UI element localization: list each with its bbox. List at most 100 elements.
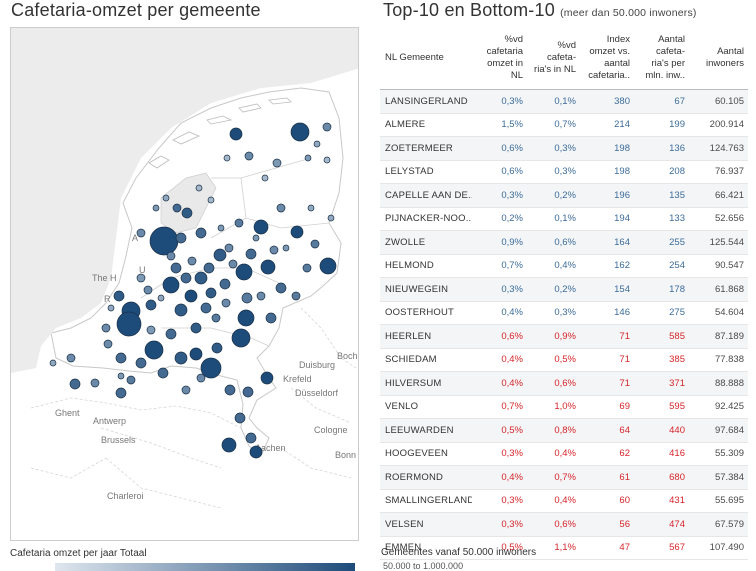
cafetaria-map[interactable]: The H R Antwerp Ghent Brussels Charleroi Duisb…	[10, 27, 359, 541]
gemeente-bubble[interactable]	[272, 158, 282, 168]
gemeente-bubble[interactable]	[245, 248, 257, 260]
gemeente-bubble[interactable]	[194, 271, 208, 285]
table-row[interactable]: LELYSTAD 0,6% 0,3% 198 208 76.937	[380, 160, 748, 184]
col-header-inwoners[interactable]: Aantal inwoners	[689, 27, 748, 90]
gemeente-bubble[interactable]	[241, 292, 253, 304]
table-row[interactable]: VENLO 0,7% 1,0% 69 595 92.425	[380, 395, 748, 419]
gemeente-bubble[interactable]	[189, 347, 203, 361]
gemeente-bubble[interactable]	[190, 322, 202, 334]
gemeente-bubble[interactable]	[228, 259, 238, 269]
gemeente-bubble[interactable]	[265, 312, 277, 324]
table-row[interactable]: ZWOLLE 0,9% 0,6% 164 255 125.544	[380, 230, 748, 255]
gemeente-bubble[interactable]	[115, 387, 127, 399]
gemeente-bubble[interactable]	[282, 244, 290, 252]
gemeente-bubble[interactable]	[290, 122, 310, 142]
gemeente-bubble[interactable]	[322, 122, 332, 132]
gemeente-bubble[interactable]	[231, 328, 251, 348]
gemeente-bubble[interactable]	[144, 340, 164, 360]
gemeente-bubble[interactable]	[115, 352, 127, 364]
gemeente-bubble[interactable]	[245, 432, 257, 444]
gemeente-bubble[interactable]	[145, 299, 157, 311]
gemeente-bubble[interactable]	[165, 328, 177, 340]
col-header-index[interactable]: Index omzet vs. aantal cafetaria..	[580, 27, 634, 90]
gemeente-bubble[interactable]	[249, 445, 263, 459]
table-row[interactable]: CAPELLE AAN DE.. 0,3% 0,2% 196 135 66.421	[380, 183, 748, 208]
table-row[interactable]: LANSINGERLAND 0,3% 0,1% 380 67 60.105	[380, 89, 748, 114]
gemeente-bubble[interactable]	[269, 245, 279, 255]
table-row[interactable]: EMMEN 0,5% 1,1% 47 567 107.490	[380, 536, 748, 560]
gemeente-bubble[interactable]	[217, 224, 225, 232]
gemeente-bubble[interactable]	[196, 373, 206, 383]
gemeente-bubble[interactable]	[152, 204, 160, 212]
table-row[interactable]: SCHIEDAM 0,4% 0,5% 71 385 77.838	[380, 348, 748, 372]
gemeente-bubble[interactable]	[117, 372, 125, 380]
gemeente-bubble[interactable]	[103, 339, 113, 349]
table-row[interactable]: ZOETERMEER 0,6% 0,3% 198 136 124.763	[380, 136, 748, 161]
gemeente-bubble[interactable]	[223, 154, 231, 162]
gemeente-bubble[interactable]	[157, 294, 165, 302]
gemeente-bubble[interactable]	[149, 226, 179, 256]
gemeente-bubble[interactable]	[207, 196, 215, 204]
gemeente-bubble[interactable]	[213, 248, 227, 262]
table-row[interactable]: ALMERE 1,5% 0,7% 214 199 200.914	[380, 113, 748, 137]
table-row[interactable]: HILVERSUM 0,4% 0,6% 71 371 88.888	[380, 371, 748, 396]
gemeente-bubble[interactable]	[323, 156, 331, 164]
gemeente-bubble[interactable]	[180, 272, 192, 284]
gemeente-bubble[interactable]	[203, 262, 215, 274]
gemeente-bubble[interactable]	[200, 302, 212, 314]
gemeente-bubble[interactable]	[253, 219, 269, 235]
gemeente-bubble[interactable]	[195, 227, 207, 239]
gemeente-bubble[interactable]	[211, 342, 223, 354]
gemeente-bubble[interactable]	[195, 184, 203, 192]
gemeente-bubble[interactable]	[310, 239, 320, 249]
gemeente-bubble[interactable]	[307, 204, 315, 212]
gemeente-bubble[interactable]	[157, 367, 169, 379]
gemeente-bubble[interactable]	[261, 174, 269, 182]
gemeente-bubble[interactable]	[135, 357, 147, 369]
gemeente-bubble[interactable]	[237, 309, 255, 327]
gemeente-bubble[interactable]	[290, 225, 304, 239]
table-row[interactable]: NIEUWEGEIN 0,3% 0,2% 154 178 61.868	[380, 277, 748, 302]
gemeente-bubble[interactable]	[116, 311, 142, 337]
gemeente-bubble[interactable]	[205, 287, 217, 299]
gemeente-bubble[interactable]	[244, 151, 254, 161]
gemeente-bubble[interactable]	[181, 207, 193, 219]
gemeente-bubble[interactable]	[313, 140, 321, 148]
col-header-gemeente[interactable]: NL Gemeente	[385, 52, 444, 63]
gemeente-bubble[interactable]	[211, 313, 221, 323]
gemeente-bubble[interactable]	[302, 263, 312, 273]
gemeente-bubble[interactable]	[234, 412, 246, 424]
gemeente-bubble[interactable]	[172, 203, 182, 213]
gemeente-bubble[interactable]	[107, 304, 115, 312]
col-header-cafetarias[interactable]: %vd cafeta-ria's in NL	[527, 27, 580, 90]
col-header-omzet[interactable]: %vd cafetaria omzet in NL	[472, 27, 527, 90]
gemeente-bubble[interactable]	[49, 359, 57, 367]
col-header-per-mln[interactable]: Aantal cafeta-ria's per mln. inw..	[634, 27, 689, 90]
gemeente-bubble[interactable]	[69, 378, 81, 390]
gemeente-bubble[interactable]	[175, 232, 187, 244]
gemeente-bubble[interactable]	[221, 437, 237, 453]
gemeente-bubble[interactable]	[242, 386, 254, 398]
gemeente-bubble[interactable]	[235, 263, 253, 281]
gemeente-bubble[interactable]	[101, 323, 111, 333]
table-row[interactable]: HEERLEN 0,6% 0,9% 71 585 87.189	[380, 324, 748, 349]
gemeente-bubble[interactable]	[234, 218, 244, 228]
table-row[interactable]: OOSTERHOUT 0,4% 0,3% 146 275 54.604	[380, 301, 748, 325]
gemeente-bubble[interactable]	[219, 278, 231, 290]
gemeente-bubble[interactable]	[136, 228, 146, 238]
gemeente-bubble[interactable]	[181, 385, 191, 395]
table-row[interactable]: HOOGEVEEN 0,3% 0,4% 62 416 55.309	[380, 442, 748, 466]
gemeente-bubble[interactable]	[174, 351, 188, 365]
gemeente-bubble[interactable]	[275, 282, 287, 294]
gemeente-bubble[interactable]	[113, 290, 125, 302]
gemeente-bubble[interactable]	[162, 194, 170, 202]
gemeente-bubble[interactable]	[291, 291, 301, 301]
gemeente-bubble[interactable]	[146, 325, 156, 335]
gemeente-bubble[interactable]	[327, 214, 335, 222]
gemeente-bubble[interactable]	[319, 257, 337, 275]
gemeente-bubble[interactable]	[170, 262, 182, 274]
table-row[interactable]: LEEUWARDEN 0,5% 0,8% 64 440 97.684	[380, 418, 748, 443]
gemeente-bubble[interactable]	[256, 291, 266, 301]
gemeente-bubble[interactable]	[221, 298, 231, 308]
gemeente-bubble[interactable]	[166, 251, 176, 261]
